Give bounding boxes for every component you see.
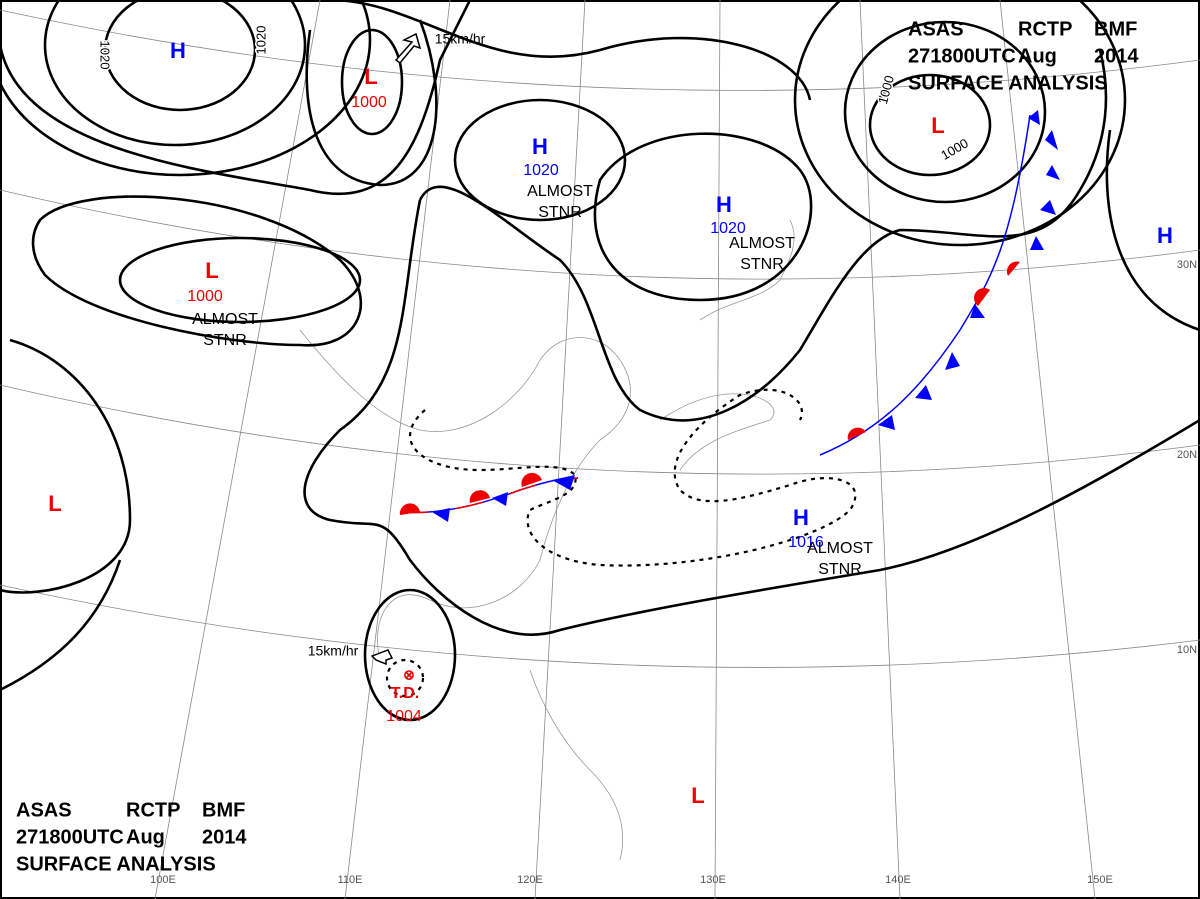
header-text: SURFACE ANALYSIS	[16, 853, 216, 875]
system-pressure: 1016	[788, 534, 824, 551]
system-symbol: L	[364, 64, 377, 89]
system-note: ALMOST	[729, 235, 795, 252]
system-pressure: 1000	[187, 288, 223, 305]
latitude-label: 10N	[1177, 644, 1197, 656]
header-text: 271800UTC	[16, 826, 124, 848]
system-note: ALMOST	[807, 540, 873, 557]
header-text: RCTP	[1018, 18, 1072, 40]
header-text: Aug	[126, 826, 165, 848]
system-symbol: T.D.	[391, 685, 419, 702]
isobar-label: 1020	[98, 41, 113, 70]
system-note: ALMOST	[192, 311, 258, 328]
system-symbol: H	[716, 192, 732, 217]
system-note: ALMOST	[527, 183, 593, 200]
system-note: STNR	[818, 561, 862, 578]
header-text: SURFACE ANALYSIS	[908, 72, 1108, 94]
header-text: BMF	[1094, 18, 1137, 40]
system-pressure: 1000	[351, 94, 387, 111]
longitude-label: 130E	[700, 874, 726, 886]
system-note: STNR	[538, 204, 582, 221]
system-symbol: H	[793, 505, 809, 530]
header-text: 271800UTC	[908, 45, 1016, 67]
header-text: Aug	[1018, 45, 1057, 67]
system-pressure: 1020	[710, 220, 746, 237]
system-pressure: 1004	[386, 708, 422, 725]
longitude-label: 100E	[150, 874, 176, 886]
system-symbol: L	[691, 783, 704, 808]
system-symbol: H	[1157, 223, 1173, 248]
dotted-areas	[385, 388, 857, 698]
system-symbol: L	[931, 113, 944, 138]
motion-label: 15km/hr	[435, 31, 486, 47]
isobars	[0, 0, 1200, 722]
storm-symbol: ⊗	[403, 667, 415, 683]
motion-label: 15km/hr	[308, 643, 359, 659]
system-symbol: H	[170, 38, 186, 63]
header-text: ASAS	[908, 18, 964, 40]
longitude-label: 110E	[338, 874, 363, 886]
header-text: RCTP	[126, 799, 180, 821]
longitude-label: 120E	[517, 874, 543, 886]
header-text: 2014	[1094, 45, 1139, 67]
latitude-label: 20N	[1177, 449, 1197, 461]
fronts	[399, 110, 1060, 522]
system-symbol: H	[532, 134, 548, 159]
system-pressure: 1020	[523, 162, 559, 179]
latitude-label: 30N	[1177, 259, 1197, 271]
isobar-label: 1020	[253, 26, 268, 55]
system-note: STNR	[740, 256, 784, 273]
motion-arrows	[370, 32, 422, 666]
header-text: BMF	[202, 799, 245, 821]
header-text: ASAS	[16, 799, 72, 821]
longitude-label: 150E	[1087, 874, 1113, 886]
system-note: STNR	[203, 332, 247, 349]
system-symbol: L	[205, 258, 218, 283]
header-text: 2014	[202, 826, 247, 848]
system-symbol: L	[48, 491, 61, 516]
longitude-label: 140E	[885, 874, 911, 886]
